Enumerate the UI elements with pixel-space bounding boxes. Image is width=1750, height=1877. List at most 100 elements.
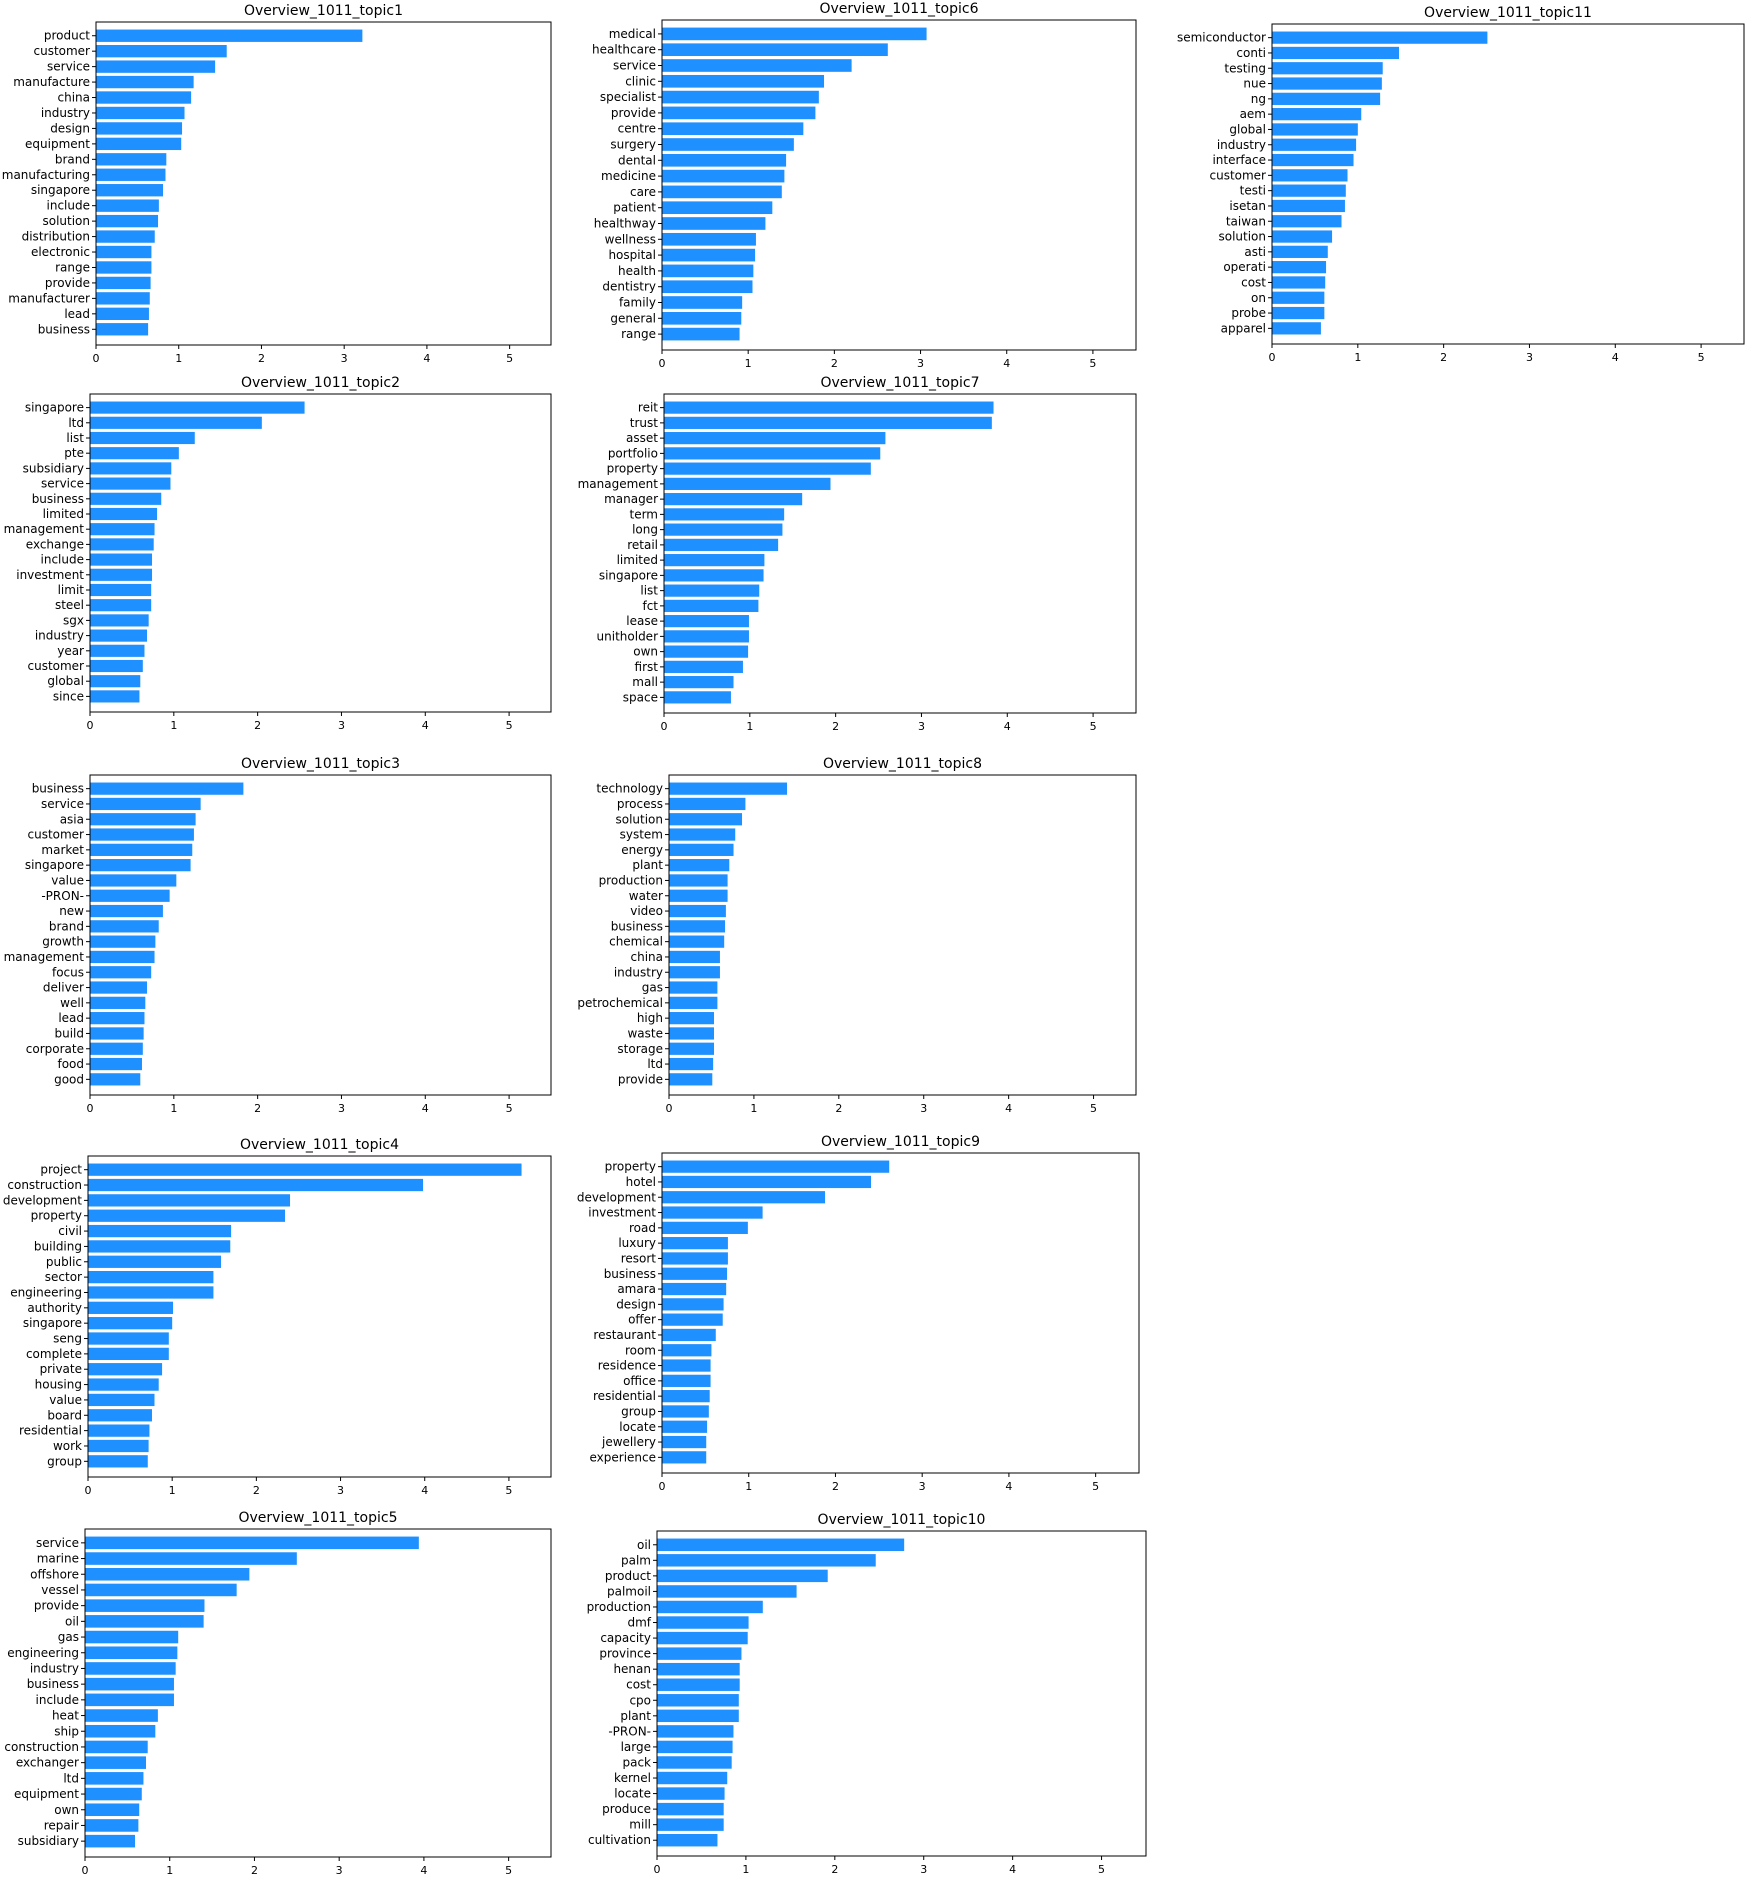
bar-list bbox=[664, 584, 760, 597]
y-tick-label: manufacture bbox=[13, 75, 90, 89]
bar-dmf bbox=[657, 1616, 749, 1629]
bar-engineering bbox=[85, 1646, 178, 1660]
bar-limited bbox=[664, 554, 765, 567]
bar-storage bbox=[669, 1042, 714, 1055]
bar-mill bbox=[657, 1818, 724, 1831]
bar-manufacturer bbox=[96, 292, 150, 305]
chart-title: Overview_1011_topic11 bbox=[1424, 5, 1592, 21]
x-tick-label: 4 bbox=[1612, 351, 1619, 364]
bar-lead bbox=[96, 307, 149, 320]
y-tick-label: asia bbox=[60, 812, 84, 826]
y-tick-label: development bbox=[3, 1193, 82, 1207]
x-tick-label: 3 bbox=[336, 1864, 343, 1877]
y-tick-label: property bbox=[605, 1160, 656, 1174]
bar-product bbox=[657, 1569, 828, 1583]
y-tick-label: apparel bbox=[1221, 321, 1266, 335]
bar-centre bbox=[662, 122, 804, 136]
x-tick-label: 2 bbox=[1440, 351, 1447, 364]
bar-pack bbox=[657, 1756, 732, 1769]
y-tick-label: production bbox=[599, 873, 663, 887]
y-tick-label: singapore bbox=[23, 1316, 82, 1330]
y-tick-label: range bbox=[621, 327, 656, 341]
y-tick-label: gas bbox=[58, 1630, 79, 1644]
y-tick-label: ltd bbox=[647, 1057, 663, 1071]
y-tick-label: fct bbox=[642, 599, 658, 613]
bar-customer bbox=[90, 659, 143, 673]
plot-frame bbox=[663, 393, 1137, 714]
x-tick-label: 0 bbox=[1269, 351, 1276, 364]
bar-plant bbox=[657, 1709, 739, 1723]
bar-medical bbox=[662, 27, 927, 41]
bar-property bbox=[664, 462, 871, 475]
bar-management bbox=[90, 523, 155, 536]
y-tick-label: industry bbox=[35, 629, 84, 643]
y-tick-label: province bbox=[599, 1647, 651, 1661]
bar-management bbox=[664, 477, 831, 490]
y-tick-label: engineering bbox=[7, 1646, 79, 1660]
y-tick-label: production bbox=[587, 1600, 651, 1614]
x-tick-label: 5 bbox=[505, 1484, 512, 1497]
bar-first bbox=[664, 660, 743, 673]
y-tick-label: growth bbox=[42, 935, 84, 949]
bar-year bbox=[90, 644, 145, 657]
bar-ltd bbox=[85, 1772, 144, 1785]
y-tick-label: mill bbox=[629, 1818, 651, 1832]
plot-frame bbox=[668, 774, 1137, 1096]
y-tick-label: restaurant bbox=[593, 1328, 656, 1342]
bar-ship bbox=[85, 1724, 156, 1738]
bar-energy bbox=[669, 843, 734, 856]
y-tick-label: experience bbox=[589, 1450, 656, 1464]
bar-steel bbox=[90, 599, 152, 612]
bar-jewellery bbox=[662, 1435, 707, 1449]
y-tick-label: cpo bbox=[629, 1693, 651, 1707]
y-tick-label: ng bbox=[1251, 92, 1266, 106]
bar-civil bbox=[88, 1224, 232, 1238]
y-tick-label: build bbox=[54, 1026, 84, 1040]
bar-production bbox=[669, 874, 728, 887]
y-tick-label: industry bbox=[41, 106, 90, 120]
y-tick-label: include bbox=[41, 553, 84, 567]
bar-on bbox=[1272, 291, 1325, 304]
bar-limited bbox=[90, 507, 158, 521]
y-tick-label: service bbox=[36, 1536, 79, 1550]
x-tick-label: 3 bbox=[338, 719, 345, 732]
bar-good bbox=[90, 1073, 141, 1086]
y-tick-label: service bbox=[41, 477, 84, 491]
y-tick-label: complete bbox=[26, 1347, 82, 1361]
bar-china bbox=[669, 950, 720, 964]
bar-hotel bbox=[662, 1175, 872, 1189]
y-tick-label: service bbox=[613, 59, 656, 73]
y-tick-label: limited bbox=[617, 553, 658, 567]
bar-healthway bbox=[662, 217, 766, 230]
y-tick-label: design bbox=[50, 121, 90, 135]
bar-provide bbox=[85, 1599, 205, 1612]
bar-reit bbox=[664, 401, 994, 414]
y-tick-label: provide bbox=[611, 106, 656, 120]
bar-singapore bbox=[90, 859, 191, 872]
y-tick-label: plant bbox=[620, 1709, 651, 1723]
x-tick-label: 0 bbox=[93, 352, 100, 365]
bar-distribution bbox=[96, 230, 155, 243]
y-tick-label: own bbox=[54, 1803, 79, 1817]
y-tick-label: service bbox=[41, 797, 84, 811]
y-tick-label: waste bbox=[627, 1026, 663, 1040]
y-tick-label: system bbox=[620, 828, 663, 842]
x-tick-label: 5 bbox=[506, 719, 513, 732]
y-tick-label: business bbox=[611, 919, 663, 933]
bar-business bbox=[669, 920, 726, 933]
bar-subsidiary bbox=[90, 462, 172, 475]
y-tick-label: equipment bbox=[14, 1787, 79, 1801]
y-tick-label: nue bbox=[1243, 77, 1266, 91]
y-tick-label: produce bbox=[602, 1802, 651, 1816]
bar-cultivation bbox=[657, 1834, 718, 1847]
bar-value bbox=[90, 874, 177, 887]
bar-waste bbox=[669, 1027, 714, 1040]
bar-authority bbox=[88, 1301, 174, 1314]
y-tick-label: solution bbox=[615, 812, 663, 826]
bar-cost bbox=[657, 1678, 740, 1691]
bar-health bbox=[662, 264, 754, 278]
x-tick-label: 1 bbox=[1354, 351, 1361, 364]
bar-design bbox=[662, 1298, 724, 1311]
bar-build bbox=[90, 1027, 144, 1040]
